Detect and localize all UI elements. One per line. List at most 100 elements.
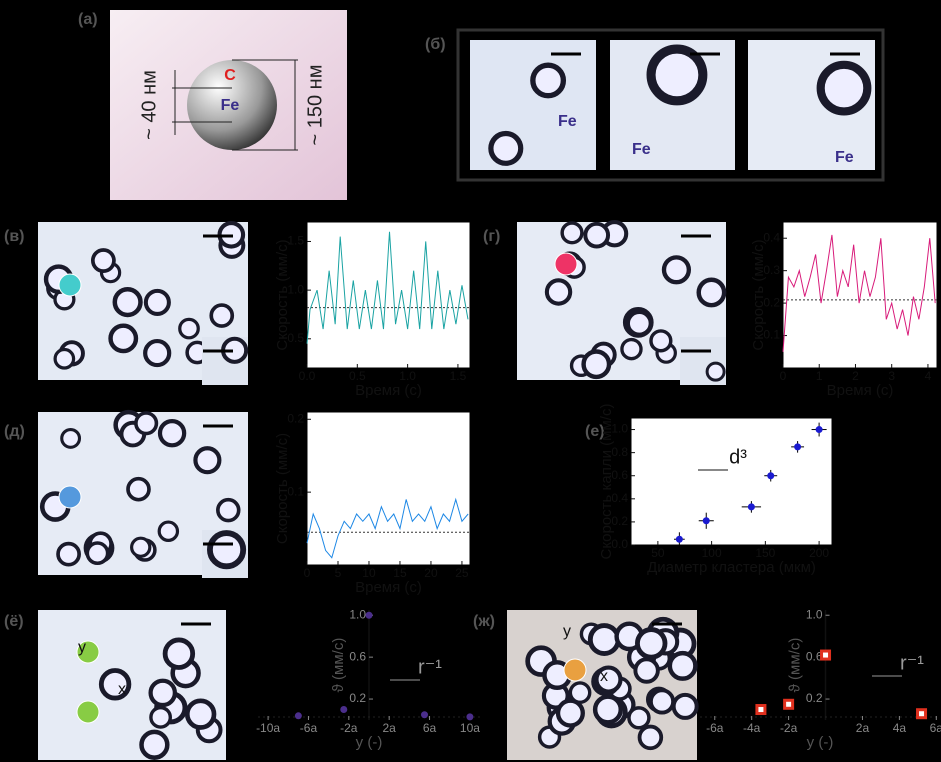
x-tick-label: 0	[304, 566, 311, 580]
droplet	[651, 49, 703, 101]
droplet	[821, 65, 868, 112]
x-axis-title: y (-)	[807, 734, 834, 751]
droplet	[637, 630, 665, 658]
photo	[38, 610, 226, 760]
droplet	[584, 351, 609, 376]
droplet	[211, 305, 232, 326]
x-tick-label: 2a	[856, 721, 870, 735]
tracer	[59, 486, 81, 508]
fe-label: Fe	[558, 113, 577, 130]
x-tick-label: 0.0	[299, 369, 316, 383]
axis-x-marker: x	[600, 668, 608, 685]
x-tick-label: 2a	[383, 721, 397, 735]
y-tick-label: 0.6	[349, 649, 366, 663]
x-tick-label: 25	[455, 566, 469, 580]
annotation: d³	[729, 446, 747, 468]
tracer	[59, 274, 81, 296]
point	[366, 612, 373, 619]
point	[822, 651, 830, 659]
y-tick-label: 0.2	[349, 691, 366, 705]
droplet	[136, 413, 157, 434]
x-tick-label: 6a	[930, 721, 941, 735]
tracer	[555, 253, 577, 275]
carbon-label: C	[224, 67, 236, 84]
droplet	[651, 690, 673, 712]
panel-label: (в)	[4, 228, 25, 245]
droplet	[128, 479, 149, 500]
plot-area	[631, 418, 832, 545]
y-axis-title: Скорость (мм/с)	[274, 239, 291, 350]
droplet	[547, 280, 570, 303]
point	[340, 706, 347, 713]
y-axis-title: Скорость (мм/с)	[750, 239, 767, 350]
droplet	[160, 421, 184, 445]
point	[785, 700, 793, 708]
droplet	[664, 257, 689, 282]
annotation: r⁻¹	[900, 652, 924, 674]
y-axis-title: ϑ (мм/с)	[330, 638, 347, 693]
x-tick-label: 4a	[893, 721, 907, 735]
droplet	[590, 626, 618, 654]
droplet	[562, 223, 582, 243]
droplet	[132, 538, 150, 556]
x-tick-label: 0	[780, 369, 787, 383]
y-tick-label: 1.0	[806, 607, 823, 621]
x-tick-label: 5	[335, 566, 342, 580]
droplet	[62, 430, 80, 448]
tracer	[77, 701, 99, 723]
x-axis-title: Время (с)	[827, 382, 894, 399]
panel-label: (ж)	[473, 613, 495, 630]
x-axis-title: Время (с)	[355, 382, 422, 399]
droplet	[628, 312, 651, 335]
x-axis-title: Диаметр кластера (мкм)	[647, 559, 816, 576]
figure: C Fe ~ 40 нм ~ 150 нм Fe Fe Fe (а) (б) (…	[0, 0, 941, 762]
droplet	[146, 291, 169, 314]
shell-size: ~ 150 нм	[304, 65, 326, 146]
x-tick-label: 4	[925, 369, 932, 383]
panel-label: (б)	[425, 36, 446, 53]
axis-y-marker: y	[563, 623, 571, 640]
x-tick-label: -10a	[256, 721, 280, 735]
droplet	[622, 340, 641, 359]
y-axis-title: Скорость (мм/с)	[274, 433, 291, 544]
droplet	[151, 681, 175, 705]
droplet	[670, 653, 696, 679]
droplet	[159, 522, 177, 540]
point	[295, 712, 302, 719]
point	[767, 472, 774, 479]
x-tick-label: -4a	[743, 721, 761, 735]
droplet	[595, 697, 621, 723]
droplet	[674, 695, 697, 718]
point	[466, 713, 473, 720]
x-tick-label: 1	[816, 369, 823, 383]
fe-label: Fe	[632, 141, 651, 158]
x-axis-title: Время (с)	[355, 579, 422, 596]
iron-label: Fe	[221, 97, 240, 114]
y-axis-title: Скорость капли (мм/с)	[598, 404, 615, 560]
point	[748, 503, 755, 510]
droplet	[115, 289, 141, 315]
droplet	[570, 683, 589, 702]
droplet	[640, 727, 662, 749]
point	[421, 711, 428, 718]
core-size: ~ 40 нм	[138, 70, 160, 140]
point	[703, 517, 710, 524]
y-tick-label: 1.0	[349, 607, 366, 621]
droplet	[142, 732, 168, 758]
panel-label: (ё)	[4, 613, 24, 630]
droplet	[218, 500, 239, 521]
x-tick-label: -6a	[300, 721, 318, 735]
x-tick-label: -2a	[780, 721, 798, 735]
fe-label: Fe	[835, 149, 854, 166]
droplet	[707, 363, 724, 380]
droplet	[111, 326, 136, 351]
panel-label: (д)	[4, 423, 25, 440]
point	[794, 443, 801, 450]
axis-y-marker: y	[78, 639, 86, 656]
droplet	[558, 701, 583, 726]
droplet	[629, 708, 649, 728]
x-tick-label: -6a	[706, 721, 724, 735]
droplet	[187, 701, 214, 728]
x-tick-label: 10a	[460, 721, 480, 735]
panel-label: (а)	[78, 11, 98, 28]
